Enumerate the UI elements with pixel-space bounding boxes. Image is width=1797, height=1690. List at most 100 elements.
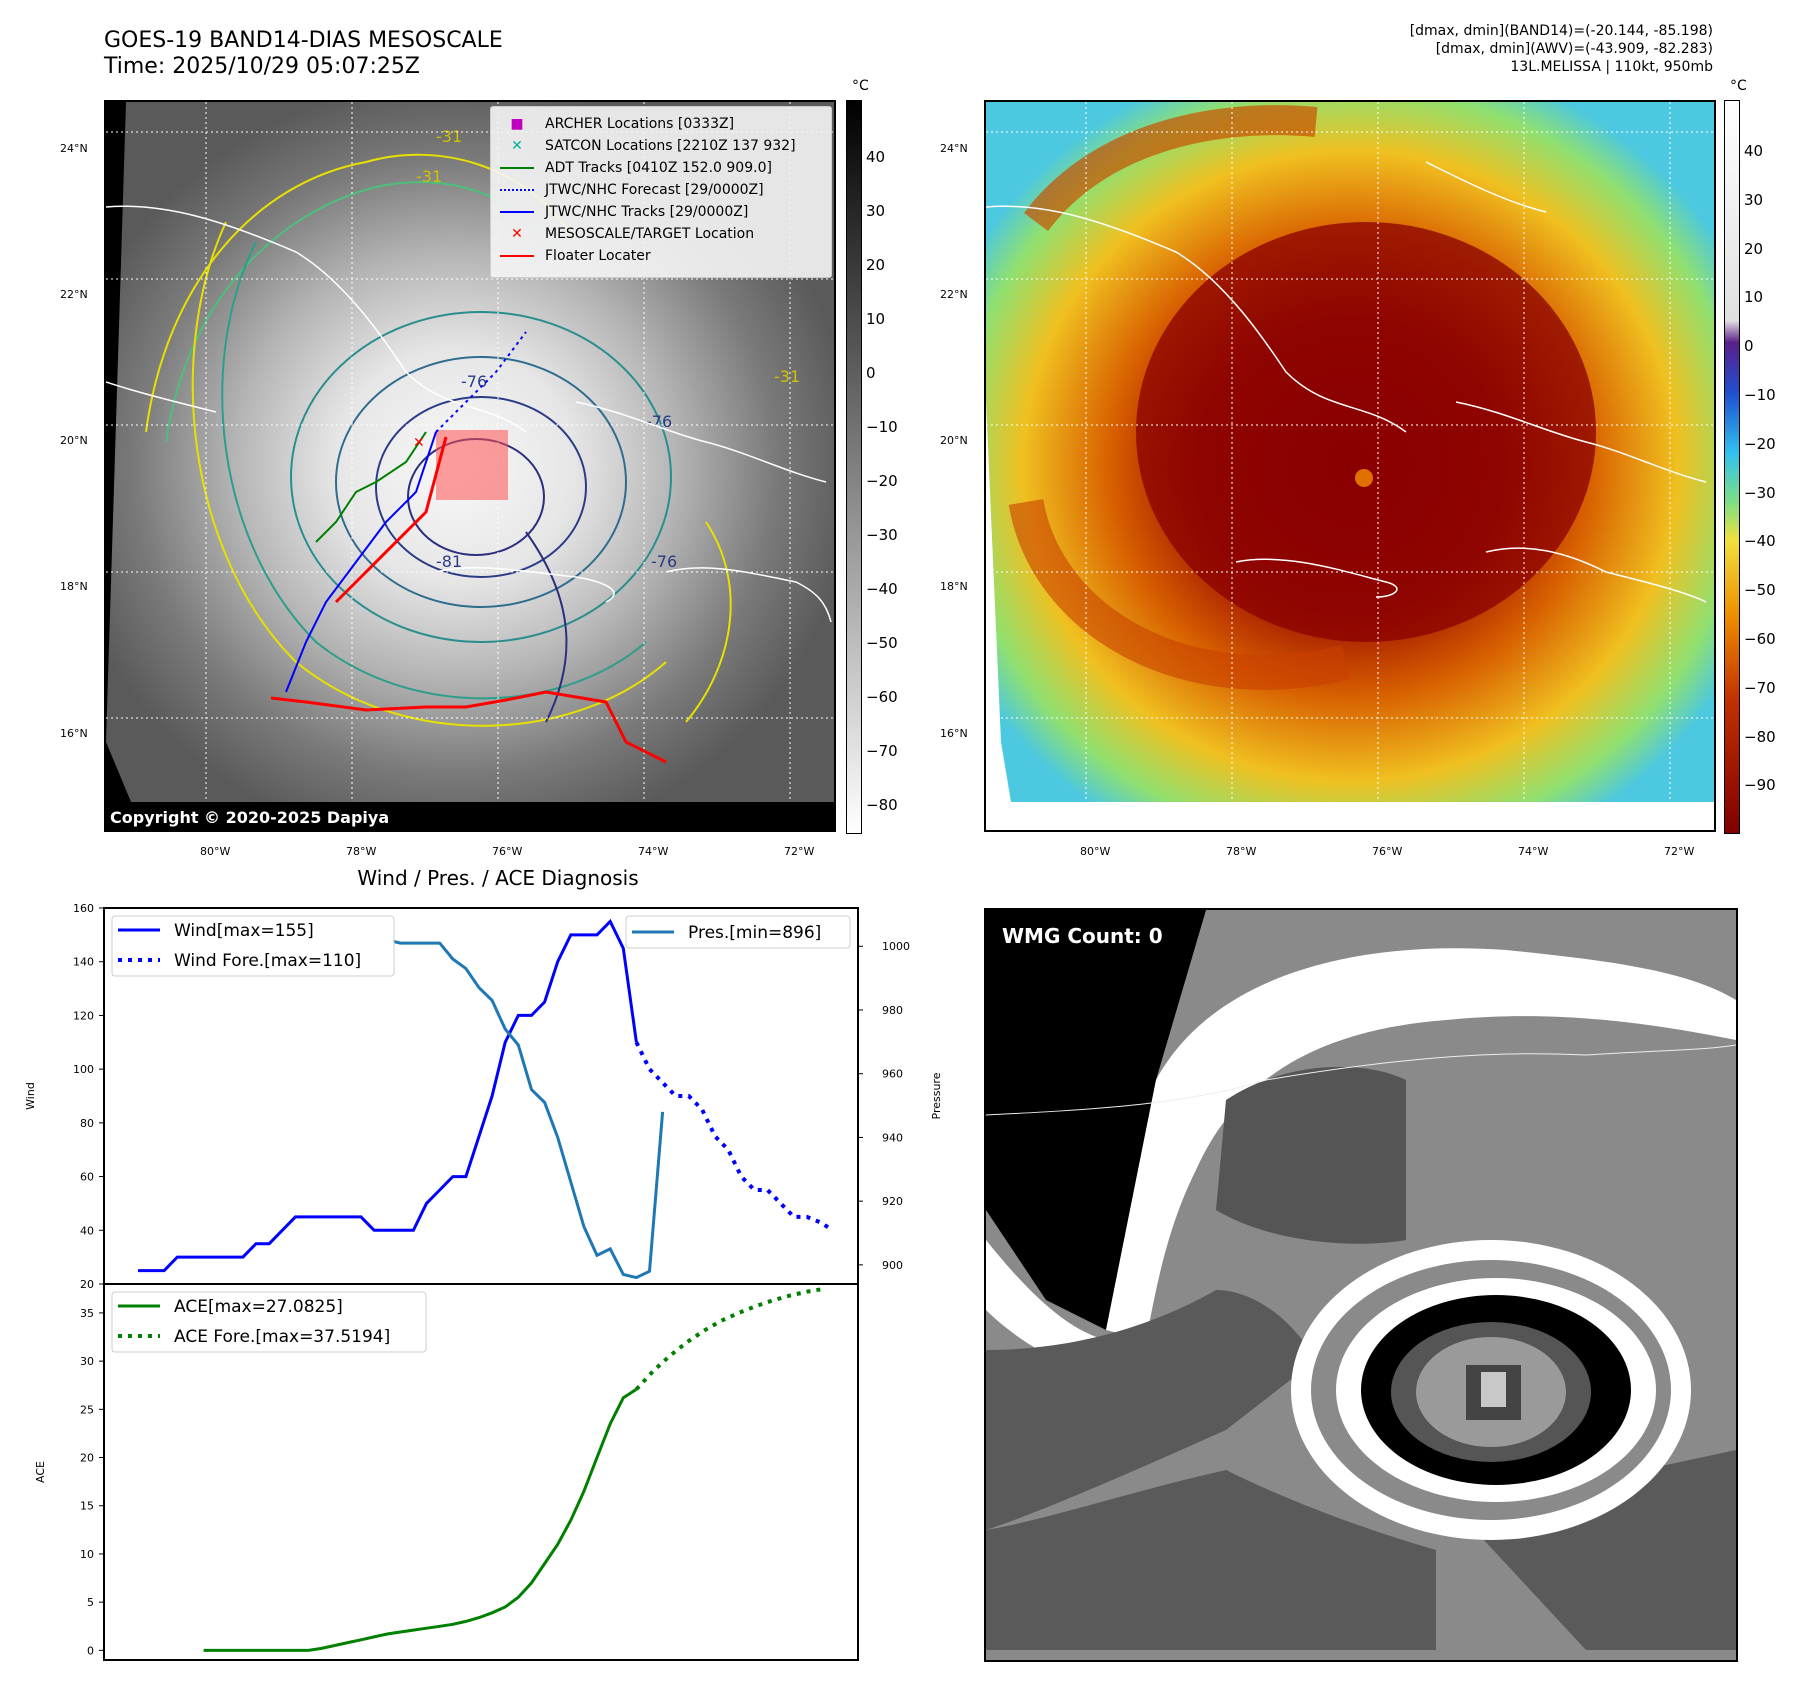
legend-swatch: ✕ bbox=[511, 138, 523, 154]
lat-label: 18°N bbox=[60, 580, 88, 593]
ace-y-tick-label: 25 bbox=[80, 1403, 94, 1416]
legend-pressure: Pres.[min=896] bbox=[688, 923, 821, 943]
lon-label: 76°W bbox=[1372, 845, 1403, 858]
lat-label: 20°N bbox=[940, 434, 968, 447]
colorbar-tick: −40 bbox=[1744, 532, 1776, 551]
colorbar-tick: 30 bbox=[1744, 190, 1764, 209]
wind-y-tick-label: 20 bbox=[80, 1278, 94, 1291]
legend-label: MESOSCALE/TARGET Location bbox=[545, 226, 755, 242]
legend-item: ✕ MESOSCALE/TARGET Location bbox=[497, 223, 825, 245]
svg-text:-76: -76 bbox=[461, 372, 487, 391]
colorbar-tick: −70 bbox=[866, 742, 898, 760]
lon-label: 72°W bbox=[1664, 845, 1695, 858]
colorbar-tick: −10 bbox=[1744, 386, 1776, 404]
svg-text:-81: -81 bbox=[436, 552, 462, 571]
lat-label: 16°N bbox=[60, 727, 88, 740]
wind-y-tick-label: 140 bbox=[73, 956, 94, 969]
wind-y-tick-label: 160 bbox=[73, 902, 94, 915]
lon-label: 78°W bbox=[346, 845, 377, 858]
lon-label: 74°W bbox=[1518, 845, 1549, 858]
ace-legend: ACE[max=27.0825] ACE Fore.[max=37.5194] bbox=[111, 1291, 427, 1353]
lat-label: 18°N bbox=[940, 580, 968, 593]
wind-y-tick-label: 100 bbox=[73, 1063, 94, 1076]
awv-map bbox=[984, 100, 1716, 832]
pressure-y-tick-label: 980 bbox=[882, 1004, 903, 1017]
colorbar-tick: 20 bbox=[866, 256, 886, 274]
pressure-y-tick-label: 940 bbox=[882, 1131, 903, 1144]
colorbar-tick: 20 bbox=[1744, 239, 1764, 258]
lat-label: 24°N bbox=[940, 142, 968, 155]
colorbar-tick: 10 bbox=[1744, 288, 1764, 307]
figure-title: GOES-19 BAND14-DIAS MESOSCALE Time: 2025… bbox=[104, 28, 503, 80]
colorbar-tick: 10 bbox=[866, 310, 886, 328]
svg-text:-31: -31 bbox=[416, 167, 442, 186]
legend-ace-fore: ACE Fore.[max=37.5194] bbox=[174, 1327, 390, 1347]
pressure-legend: Pres.[min=896] bbox=[625, 915, 851, 949]
lat-label: 22°N bbox=[60, 288, 88, 301]
colorbar-tick: −20 bbox=[866, 472, 898, 490]
legend-swatch bbox=[497, 248, 537, 264]
ace-y-tick-label: 5 bbox=[87, 1596, 94, 1609]
legend-swatch bbox=[497, 160, 537, 176]
legend-item: Floater Locater bbox=[497, 245, 825, 267]
ace-y-tick-label: 0 bbox=[87, 1644, 94, 1657]
legend-swatch: ■ bbox=[510, 116, 524, 132]
colorbar-tick: −50 bbox=[1744, 581, 1776, 600]
lon-label: 72°W bbox=[784, 845, 815, 858]
legend-wind: Wind[max=155] bbox=[174, 921, 314, 941]
legend-label: JTWC/NHC Tracks [29/0000Z] bbox=[545, 204, 749, 220]
lon-label: 78°W bbox=[1226, 845, 1257, 858]
diag-title: Wind / Pres. / ACE Diagnosis bbox=[357, 866, 639, 890]
lat-label: 16°N bbox=[940, 727, 968, 740]
legend-label: Floater Locater bbox=[545, 248, 651, 264]
colorbar-unit: °C bbox=[852, 78, 869, 94]
storm-info: [dmax, dmin](BAND14)=(-20.144, -85.198) … bbox=[1410, 22, 1713, 76]
info-line-3: 13L.MELISSA | 110kt, 950mb bbox=[1510, 59, 1713, 75]
pressure-y-tick-label: 1000 bbox=[882, 940, 910, 953]
copyright-text: Copyright © 2020-2025 Dapiya bbox=[110, 808, 389, 827]
ace-axis-label: ACE bbox=[34, 1461, 47, 1483]
svg-text:-76: -76 bbox=[651, 552, 677, 571]
wind-axis-label: Wind bbox=[24, 1082, 37, 1110]
wind-y-tick-label: 80 bbox=[80, 1117, 94, 1130]
diagnosis-chart: Wind Pressure ACE 20 40 60 80 100 120 140 160 90… bbox=[24, 902, 943, 1661]
legend-item: JTWC/NHC Tracks [29/0000Z] bbox=[497, 201, 825, 223]
wind-y-tick-label: 40 bbox=[80, 1224, 94, 1237]
wind-forecast-line bbox=[634, 1041, 835, 1233]
colorbar-tick: 0 bbox=[866, 364, 876, 382]
band14-map: -31 -31 -31 -76 -76 -81 -76 bbox=[104, 100, 836, 832]
info-line-2: [dmax, dmin](AWV)=(-43.909, -82.283) bbox=[1435, 41, 1713, 57]
title-line-1: GOES-19 BAND14-DIAS MESOSCALE bbox=[104, 28, 503, 53]
colorbar-tick: −30 bbox=[866, 526, 898, 544]
wmg-count: WMG Count: 0 bbox=[1002, 924, 1163, 948]
legend-ace: ACE[max=27.0825] bbox=[174, 1297, 343, 1317]
colorbar-tick: 0 bbox=[1744, 337, 1754, 356]
target-marker: ✕ bbox=[413, 435, 425, 451]
pressure-y-tick-label: 900 bbox=[882, 1259, 903, 1272]
wmg-panel: WMG Count: 0 bbox=[984, 908, 1738, 1662]
legend-label: JTWC/NHC Forecast [29/0000Z] bbox=[545, 182, 764, 198]
colorbar-tick: −70 bbox=[1744, 678, 1776, 697]
svg-text:-31: -31 bbox=[436, 127, 462, 146]
lon-label: 80°W bbox=[200, 845, 231, 858]
colorbar-tick: 40 bbox=[1744, 142, 1764, 160]
colorbar-tick: −60 bbox=[1744, 630, 1776, 648]
colorbar-tick: −10 bbox=[866, 418, 898, 436]
wind-plot-frame bbox=[103, 907, 859, 1285]
lon-label: 76°W bbox=[492, 845, 523, 858]
wind-legend: Wind[max=155] Wind Fore.[max=110] bbox=[111, 915, 395, 977]
wmg-image bbox=[986, 910, 1736, 1660]
ace-y-tick-label: 15 bbox=[80, 1500, 94, 1513]
ace-line bbox=[203, 1388, 638, 1652]
colorbar-tick: −80 bbox=[866, 796, 898, 814]
ace-y-tick-label: 35 bbox=[80, 1307, 94, 1320]
band14-colorbar bbox=[846, 100, 862, 834]
wind-y-tick-label: 60 bbox=[80, 1171, 94, 1184]
legend-item: JTWC/NHC Forecast [29/0000Z] bbox=[497, 179, 825, 201]
ace-y-tick-label: 20 bbox=[80, 1452, 94, 1465]
pressure-axis-label: Pressure bbox=[930, 1072, 943, 1119]
legend-swatch bbox=[497, 204, 537, 220]
map-legend: ■ ARCHER Locations [0333Z] ✕ SATCON Locatio… bbox=[490, 106, 832, 278]
wind-y-tick-label: 120 bbox=[73, 1009, 94, 1022]
awv-image bbox=[986, 102, 1714, 830]
